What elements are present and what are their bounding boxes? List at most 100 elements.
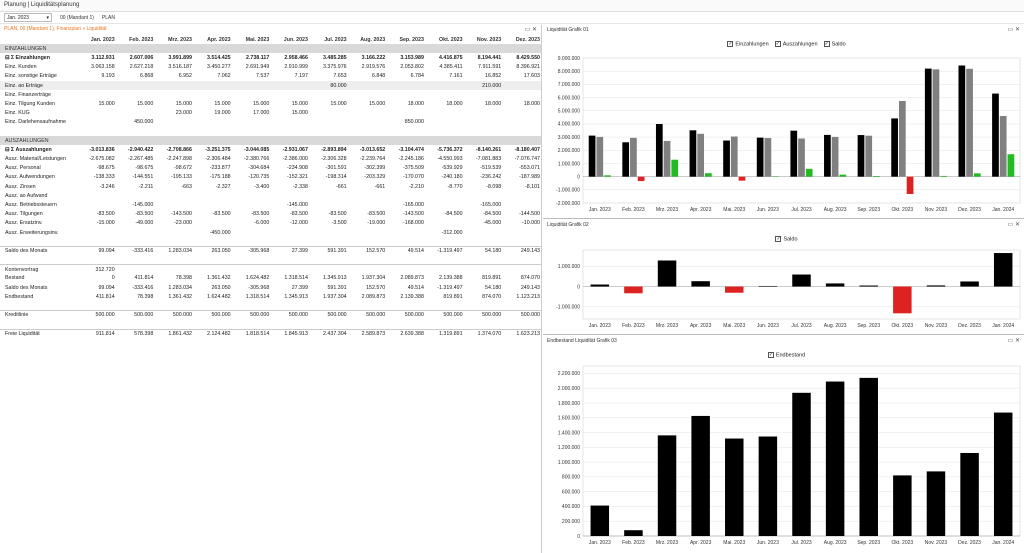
panel-window-icons[interactable]: ▭ ✕ [1007,222,1020,228]
table-cell[interactable]: -12.000 [289,220,308,227]
table-cell[interactable]: 15.000 [330,100,347,107]
bar-saldo[interactable] [825,283,845,287]
table-cell[interactable]: 1.937.304 [361,275,386,282]
table-cell[interactable]: 1.345.913 [284,293,308,300]
table-cell[interactable]: 500.000 [503,310,541,320]
table-cell[interactable]: 54.180 [464,245,504,256]
table-cell[interactable]: 78.398 [175,275,192,282]
table-cell[interactable] [348,44,388,54]
table-row[interactable]: Ausz. Zinsen -3.246 -2.211 -663 -2.327 -3.400… [0,182,541,191]
table-cell[interactable]: -2.327 [215,183,231,190]
bar-auszahlungen[interactable] [730,136,738,177]
table-cell[interactable]: -333.416 [116,245,156,256]
table-cell[interactable]: 27.399 [291,284,308,291]
table-cell[interactable]: -198.314 [325,174,347,181]
table-cell[interactable] [78,237,117,246]
table-cell[interactable]: 3.450.277 [207,64,231,71]
table-cell[interactable]: -175.188 [209,174,231,181]
table-cell[interactable] [503,127,541,136]
table-cell[interactable] [78,191,117,200]
table-cell[interactable] [464,264,504,274]
table-cell[interactable]: 18.000 [407,100,424,107]
table-cell[interactable] [387,228,426,237]
table-cell[interactable] [387,109,426,118]
table-cell[interactable]: 2.589.873 [348,328,388,339]
table-cell[interactable] [155,44,194,54]
table-cell[interactable] [465,109,504,118]
table-cell[interactable] [387,80,426,91]
table-cell[interactable]: 263.050 [193,245,233,256]
table-cell[interactable] [503,44,541,54]
table-cell[interactable]: 3.516.187 [168,64,192,71]
table-cell[interactable] [116,80,156,91]
table-cell[interactable] [78,200,117,209]
table-cell[interactable] [78,320,117,329]
table-row[interactable]: Ausz. Aufwendungen -138.333 -144.551 -195.1… [0,173,541,182]
table-cell[interactable] [387,320,426,329]
table-cell[interactable] [233,118,272,127]
table-cell[interactable]: 1.361.432 [168,293,192,300]
table-cell[interactable] [465,90,504,99]
table-cell[interactable]: 7.062 [217,73,231,80]
bar-einzahlungen[interactable] [924,68,932,177]
table-cell[interactable]: -83.500 [96,211,115,218]
bar-auszahlungen[interactable] [865,135,873,177]
table-cell[interactable]: 2.910.999 [284,64,308,71]
table-cell[interactable] [271,237,310,246]
bar-einzahlungen[interactable] [992,93,999,177]
bar-einzahlungen[interactable] [588,135,596,177]
table-cell[interactable]: -7.076.747 [514,156,540,163]
table-cell[interactable] [349,256,388,265]
bar-einzahlungen[interactable] [723,140,730,177]
table-cell[interactable]: 4.385.411 [439,64,463,71]
table-cell[interactable]: 1.818.514 [232,328,272,339]
table-cell[interactable]: 500.000 [232,310,272,320]
table-cell[interactable]: 2.958.466 [284,54,308,61]
table-cell[interactable] [310,109,349,118]
table-cell[interactable]: 1.318.514 [284,275,308,282]
table-row[interactable]: Einz. Finanzerträge [0,90,541,99]
table-cell[interactable] [271,127,310,136]
table-cell[interactable]: -83.500 [251,211,270,218]
table-cell[interactable] [117,90,156,99]
bar-einzahlungen[interactable] [689,130,697,177]
table-cell[interactable] [232,44,272,54]
table-cell[interactable]: -83.500 [328,211,347,218]
table-cell[interactable] [233,191,272,200]
table-cell[interactable] [310,191,349,200]
table-cell[interactable]: -2.708.866 [166,146,192,153]
bar-einzahlungen[interactable] [622,142,630,177]
table-cell[interactable]: -83.500 [135,211,154,218]
table-row[interactable]: EINZAHLUNGEN [0,44,541,54]
table-cell[interactable] [193,80,233,91]
table-cell[interactable] [387,191,426,200]
table-cell[interactable] [310,320,349,329]
table-cell[interactable]: -8.098 [486,183,502,190]
table-cell[interactable]: 15.000 [291,100,308,107]
table-cell[interactable] [503,118,541,127]
bar-auszahlungen[interactable] [966,68,973,177]
table-cell[interactable]: -3.500 [331,220,347,227]
panel-window-icons[interactable]: ▭ ✕ [1007,338,1020,344]
table-cell[interactable] [426,301,465,310]
table-cell[interactable]: 500.000 [348,310,388,320]
table-cell[interactable] [78,256,117,265]
bar-saldo[interactable] [940,175,948,177]
table-cell[interactable]: 2.738.117 [246,54,270,61]
bar-saldo[interactable] [624,286,643,294]
table-cell[interactable]: 911.814 [78,328,117,339]
table-cell[interactable] [465,256,504,265]
table-cell[interactable]: -144.551 [132,174,154,181]
table-cell[interactable] [465,191,504,200]
table-cell[interactable] [271,228,310,237]
table-cell[interactable] [310,237,349,246]
table-cell[interactable]: -2.306.484 [205,156,231,163]
table-cell[interactable] [426,200,465,209]
table-cell[interactable]: -5.736.372 [437,146,463,153]
table-cell[interactable] [465,118,504,127]
table-cell[interactable] [503,191,541,200]
table-cell[interactable]: 500.000 [155,310,194,320]
table-cell[interactable]: 1.283.034 [155,245,194,256]
table-cell[interactable] [193,44,233,54]
bar-endbestand[interactable] [825,381,845,536]
